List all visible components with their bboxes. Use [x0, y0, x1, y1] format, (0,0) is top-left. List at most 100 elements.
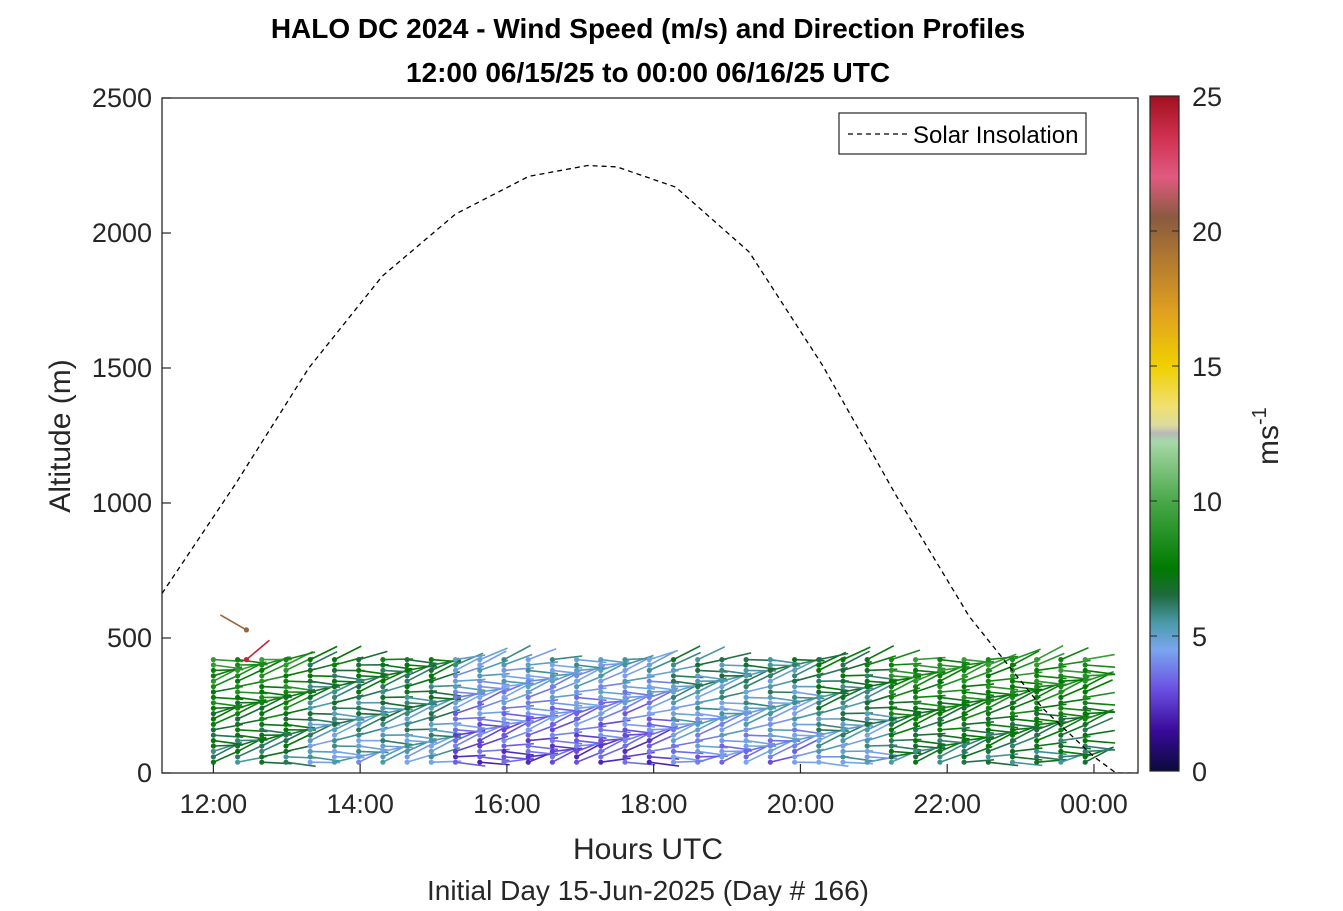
wind-barb-point — [356, 732, 362, 738]
wind-barb-point — [356, 673, 362, 679]
wind-barb-point — [331, 689, 338, 695]
wind-barb-point — [331, 673, 338, 679]
wind-barb-shaft — [988, 685, 1019, 691]
wind-barb-point — [1058, 667, 1064, 674]
wind-barb-point — [767, 684, 773, 690]
wind-barb-point — [235, 678, 241, 684]
wind-barb-point — [864, 662, 870, 668]
wind-barb-point — [525, 684, 531, 690]
wind-barb-point — [888, 754, 895, 760]
wind-barb-point — [864, 748, 870, 755]
wind-barb-point — [210, 662, 216, 668]
wind-barb-point — [598, 684, 604, 690]
wind-barb-shaft — [673, 651, 702, 666]
wind-barb-point — [501, 662, 507, 668]
wind-barb-shaft — [939, 751, 969, 763]
wind-barb-point — [1009, 700, 1016, 706]
wind-barb-point — [331, 694, 338, 701]
wind-barb-point — [452, 673, 459, 679]
wind-barb-point — [840, 716, 846, 722]
wind-barb-point — [428, 705, 434, 711]
wind-barb-shaft — [964, 691, 994, 697]
wind-barb-shaft — [552, 655, 583, 661]
wind-barb-point — [719, 716, 725, 722]
wind-barb-point — [743, 716, 749, 722]
wind-barb-point — [670, 759, 677, 765]
wind-barb-point — [525, 721, 531, 728]
wind-barb-point — [452, 748, 459, 755]
wind-barb-point — [283, 694, 289, 701]
x-tick-label: 16:00 — [473, 789, 541, 819]
wind-barb-point — [719, 754, 725, 760]
wind-barb-shaft — [455, 652, 484, 666]
wind-barb-point — [913, 711, 919, 717]
wind-barb-point — [235, 700, 241, 706]
wind-barb-point — [840, 743, 846, 749]
wind-barb-shaft — [1085, 707, 1116, 713]
wind-barb-point — [452, 711, 459, 717]
wind-barb-point — [888, 657, 895, 663]
wind-barb-point — [356, 716, 362, 722]
wind-barb-point — [283, 705, 289, 711]
wind-barb-point — [404, 732, 410, 738]
x-axis: 12:00 14:00 16:00 18:00 20:00 22:00 00:00 — [180, 764, 1128, 819]
wind-barb-point — [259, 727, 265, 733]
wind-barb-point — [574, 743, 580, 749]
colorbar-tick-label: 10 — [1192, 487, 1222, 517]
wind-barb-point — [235, 689, 241, 695]
wind-barb-point — [719, 711, 725, 717]
wind-barb-shaft — [220, 614, 247, 631]
wind-barb-point — [719, 673, 725, 679]
wind-barb-point — [840, 721, 846, 728]
wind-barb-point — [525, 673, 531, 679]
wind-barb-point — [404, 662, 410, 668]
wind-barb-point — [719, 700, 725, 706]
wind-barb-point — [598, 748, 604, 755]
wind-barb-shaft — [1012, 723, 1043, 729]
wind-barb-point — [695, 694, 701, 701]
wind-barb-shaft — [552, 731, 583, 736]
wind-barb-point — [549, 716, 556, 722]
wind-barb-point — [210, 684, 216, 690]
wind-barb-point — [743, 694, 749, 701]
wind-barb-point — [380, 689, 386, 695]
wind-barb-point — [767, 721, 773, 728]
wind-barb-point — [307, 673, 313, 679]
wind-barb-point — [792, 748, 798, 755]
wind-barb-point — [719, 705, 725, 711]
wind-barb-point — [864, 754, 870, 760]
wind-barb-shaft — [649, 649, 679, 661]
wind-barb-point — [549, 667, 556, 674]
wind-barb-point — [646, 743, 652, 749]
wind-barb-point — [477, 738, 483, 744]
wind-barb-point — [1034, 743, 1040, 749]
wind-barb-point — [913, 678, 919, 684]
wind-barb-point — [404, 711, 410, 717]
wind-barb-shaft — [988, 729, 1019, 734]
wind-barb-shaft — [1085, 749, 1116, 753]
wind-barb-point — [331, 754, 338, 760]
wind-barb-point — [670, 748, 677, 755]
wind-barb-point — [210, 711, 216, 717]
wind-barb-point — [1082, 678, 1088, 684]
wind-barb-point — [235, 759, 241, 765]
wind-barb-point — [1082, 711, 1088, 717]
wind-barb-shaft — [576, 734, 607, 739]
wind-barb-point — [477, 754, 483, 760]
wind-barb-shaft — [455, 665, 485, 677]
wind-barb-point — [1009, 662, 1016, 668]
wind-barb-point — [235, 732, 241, 738]
wind-barb-point — [501, 743, 507, 749]
wind-barb-point — [501, 759, 507, 765]
wind-barb-point — [695, 732, 701, 738]
wind-barb-shaft — [866, 644, 895, 661]
wind-barb-point — [622, 743, 628, 749]
wind-barb-point — [210, 743, 216, 749]
wind-barb-point — [331, 759, 338, 765]
wind-barb-point — [985, 678, 991, 684]
wind-barb-point — [574, 754, 580, 760]
colorbar-ticks: 0 5 10 15 20 25 — [1150, 82, 1222, 787]
wind-barb-point — [816, 705, 822, 711]
wind-barb-point — [259, 662, 265, 668]
wind-barb-point — [452, 754, 459, 760]
